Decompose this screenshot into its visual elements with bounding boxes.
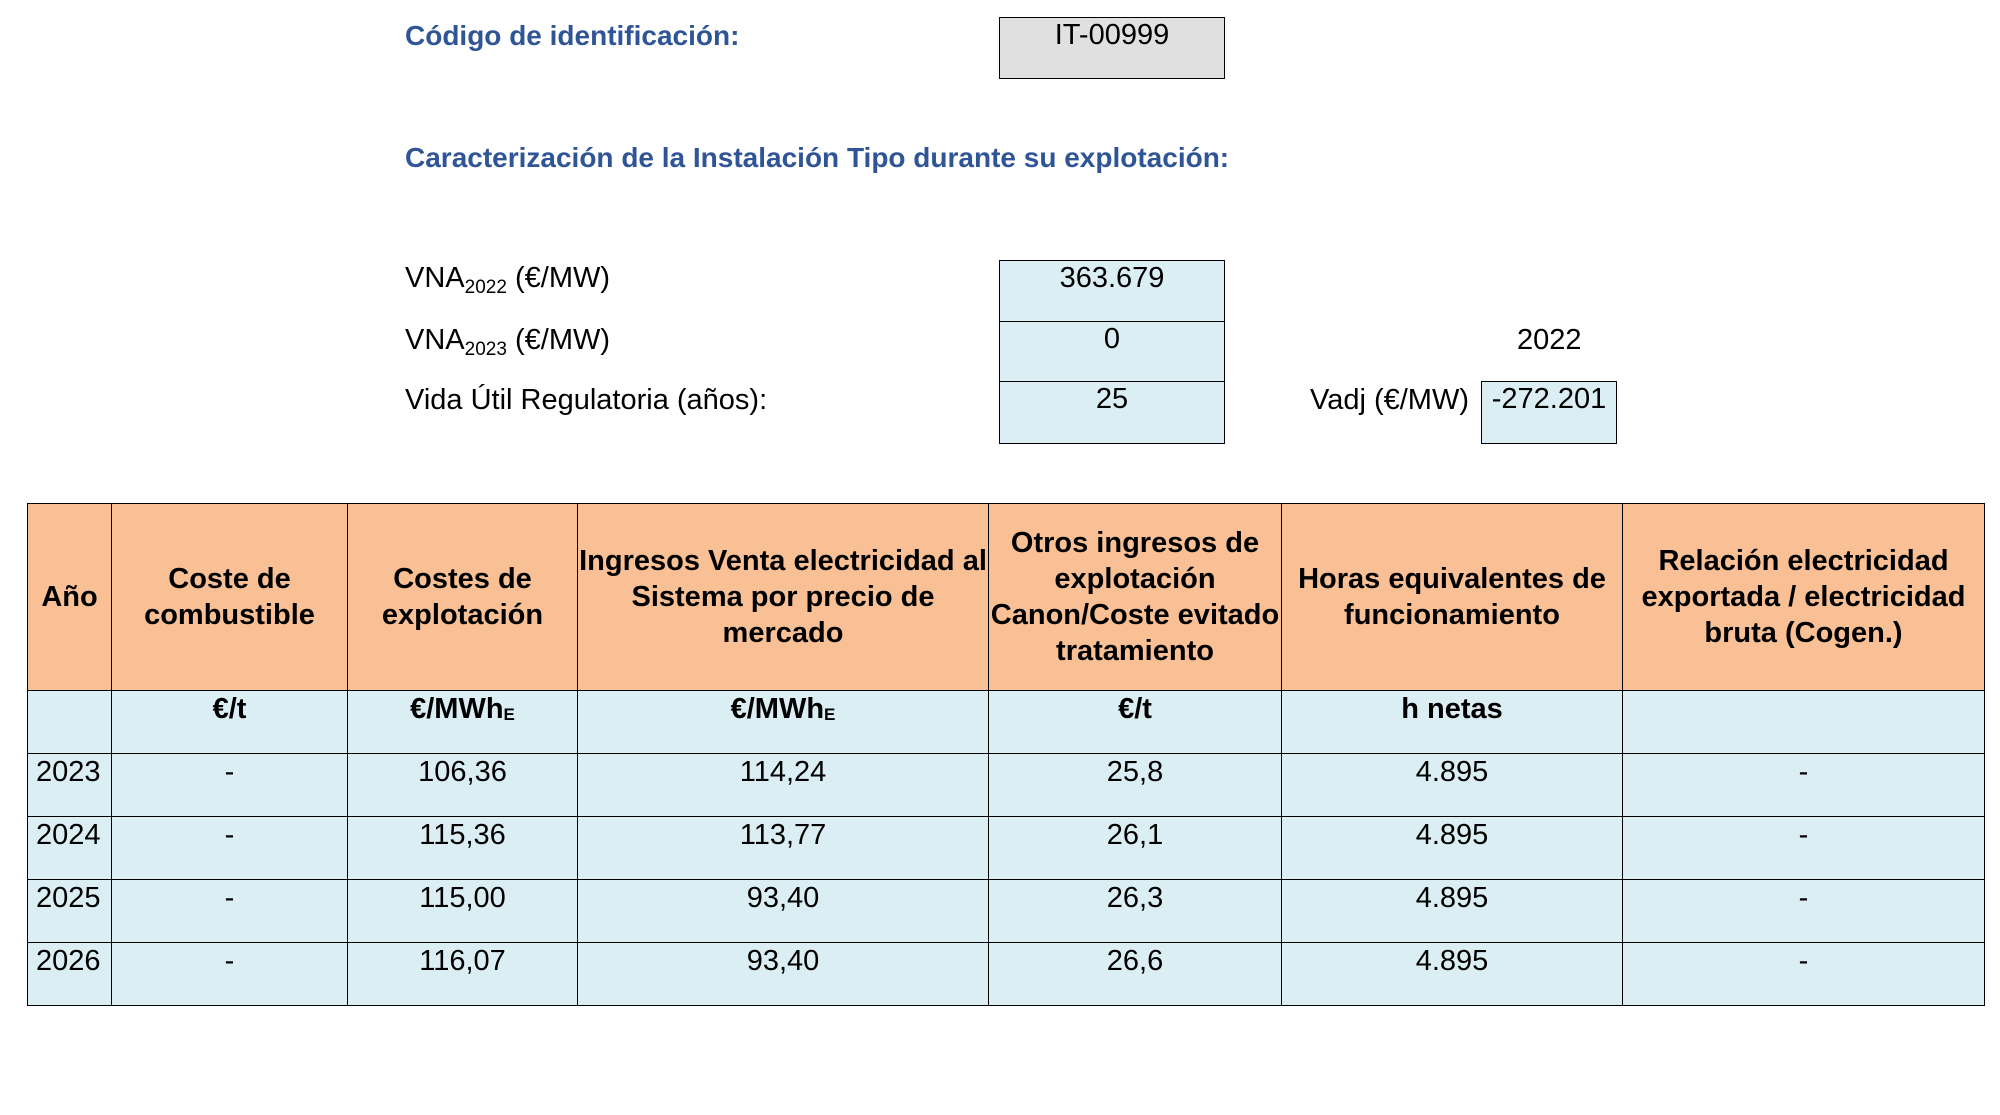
vna-2022-sub: 2022 (464, 277, 507, 298)
unit-relacion (1622, 690, 1985, 754)
vna-2023-value: 0 (999, 321, 1225, 383)
unit-explotacion-text: €/MWh (410, 693, 504, 725)
vadj-value: -272.201 (1481, 381, 1617, 444)
vna-2022-value: 363.679 (999, 260, 1225, 322)
col-header-combustible: Coste de combustible (111, 503, 348, 691)
unit-ingresos-text: €/MWh (730, 693, 825, 725)
vna-2022-base: VNA (405, 262, 465, 294)
cell-ingresos: 93,40 (577, 879, 989, 943)
cell-relacion: - (1622, 942, 1985, 1006)
data-table: Año Coste de combustible Costes de explo… (27, 503, 1985, 1006)
vna-2023-unit: (€/MW) (506, 324, 611, 356)
vna-2022-label: VNA2022 (€/MW) (405, 262, 610, 299)
vadj-label: Vadj (€/MW) (1310, 384, 1469, 416)
col-header-ingresos: Ingresos Venta electricidad al Sistema p… (577, 503, 989, 691)
unit-explotacion-sub: E (503, 705, 515, 724)
unit-ingresos-sub: E (824, 705, 836, 724)
table-row: 2026 - 116,07 93,40 26,6 4.895 - (27, 942, 1985, 1006)
cell-year: 2023 (27, 753, 112, 817)
cell-horas: 4.895 (1281, 753, 1623, 817)
cell-year: 2024 (27, 816, 112, 880)
table-row: 2023 - 106,36 114,24 25,8 4.895 - (27, 753, 1985, 817)
col-header-otros-ingresos: Otros ingresos de explotación Canon/Cost… (988, 503, 1282, 691)
cell-otros-ingresos: 26,6 (988, 942, 1282, 1006)
reference-year: 2022 (1517, 324, 1582, 356)
cell-horas: 4.895 (1281, 816, 1623, 880)
cell-combustible: - (111, 879, 348, 943)
cell-relacion: - (1622, 879, 1985, 943)
cell-combustible: - (111, 753, 348, 817)
table-row: 2024 - 115,36 113,77 26,1 4.895 - (27, 816, 1985, 880)
cell-otros-ingresos: 26,1 (988, 816, 1282, 880)
vna-2023-base: VNA (405, 324, 465, 356)
unit-otros-ingresos: €/t (988, 690, 1282, 754)
cell-horas: 4.895 (1281, 879, 1623, 943)
cell-horas: 4.895 (1281, 942, 1623, 1006)
cell-otros-ingresos: 26,3 (988, 879, 1282, 943)
cell-explotacion: 115,36 (347, 816, 578, 880)
cell-combustible: - (111, 816, 348, 880)
cell-year: 2026 (27, 942, 112, 1006)
col-header-year: Año (27, 503, 112, 691)
cell-otros-ingresos: 25,8 (988, 753, 1282, 817)
vna-2022-unit: (€/MW) (506, 262, 611, 294)
unit-combustible: €/t (111, 690, 348, 754)
cell-ingresos: 114,24 (577, 753, 989, 817)
cell-explotacion: 106,36 (347, 753, 578, 817)
unit-ingresos: €/MWhE (577, 690, 989, 754)
col-header-horas: Horas equivalentes de funcionamiento (1281, 503, 1623, 691)
unit-horas: h netas (1281, 690, 1623, 754)
header-row: Año Coste de combustible Costes de explo… (27, 503, 1985, 691)
cell-year: 2025 (27, 879, 112, 943)
cell-relacion: - (1622, 816, 1985, 880)
col-header-explotacion: Costes de explotación (347, 503, 578, 691)
table-row: 2025 - 115,00 93,40 26,3 4.895 - (27, 879, 1985, 943)
col-header-relacion: Relación electricidad exportada / electr… (1622, 503, 1985, 691)
cell-combustible: - (111, 942, 348, 1006)
cell-explotacion: 116,07 (347, 942, 578, 1006)
cell-ingresos: 93,40 (577, 942, 989, 1006)
id-label: Código de identificación: (405, 20, 740, 51)
id-value-field: IT-00999 (999, 17, 1225, 79)
unit-explotacion: €/MWhE (347, 690, 578, 754)
units-row: €/t €/MWhE €/MWhE €/t h netas (27, 690, 1985, 754)
unit-year (27, 690, 112, 754)
section-title: Caracterización de la Instalación Tipo d… (405, 142, 1230, 173)
cell-relacion: - (1622, 753, 1985, 817)
vna-2023-label: VNA2023 (€/MW) (405, 324, 610, 361)
vida-util-value: 25 (999, 381, 1225, 444)
cell-explotacion: 115,00 (347, 879, 578, 943)
vida-util-label: Vida Útil Regulatoria (años): (405, 384, 768, 416)
vna-2023-sub: 2023 (464, 339, 507, 360)
cell-ingresos: 113,77 (577, 816, 989, 880)
